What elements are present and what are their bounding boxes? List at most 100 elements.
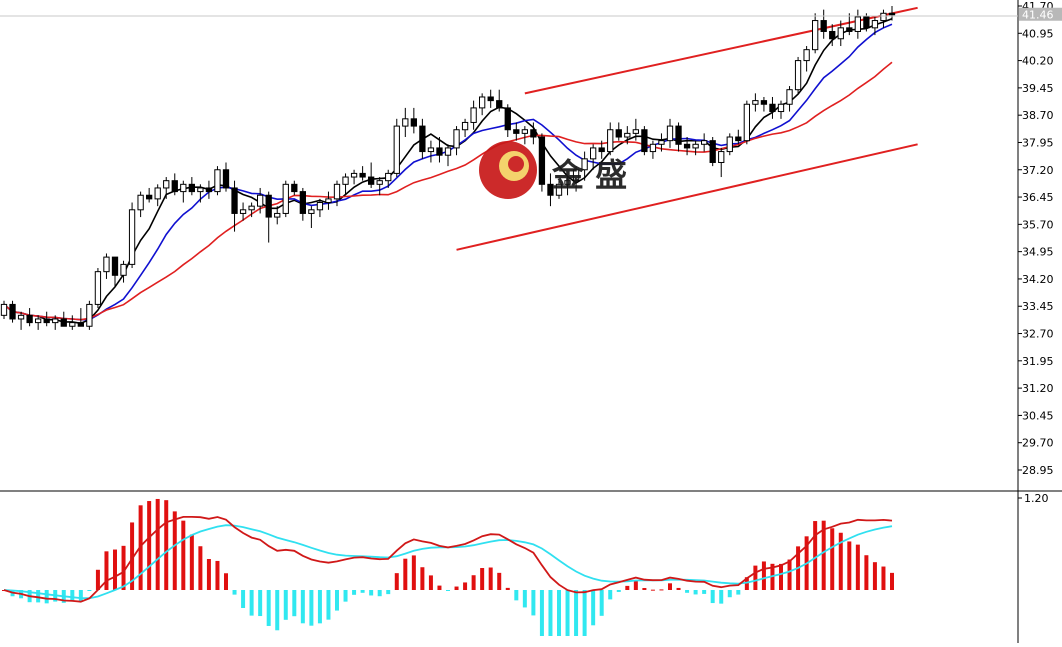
candle	[103, 253, 110, 279]
candle	[325, 191, 332, 210]
macd-hist-bar-pos	[497, 572, 502, 590]
candle	[461, 118, 469, 138]
candle-body-up	[86, 303, 93, 327]
macd-hist-bar-pos	[147, 501, 152, 590]
candle-body-down	[188, 183, 195, 193]
candle-body-up	[274, 212, 281, 218]
candle-body-up	[572, 169, 580, 182]
candle	[402, 107, 409, 138]
macd-hist-bar-pos	[411, 555, 416, 590]
macd-hist-bar-neg	[557, 590, 561, 636]
macd-hist-bar-pos	[463, 582, 468, 590]
trend-line-1	[524, 6, 918, 95]
candle	[333, 180, 341, 207]
macd-line	[3, 516, 893, 603]
logo-text: 金 盛	[551, 156, 627, 194]
candle-body-up	[718, 151, 725, 163]
candle-body-up	[94, 271, 102, 305]
macd-hist-bar-neg	[70, 590, 75, 602]
ma-20-line	[3, 61, 893, 321]
candle-body-down	[735, 136, 742, 142]
candle	[581, 151, 588, 181]
candle-body-up	[777, 103, 785, 113]
candle	[726, 133, 733, 156]
candle	[180, 180, 187, 203]
macd-hist-bar-neg	[446, 590, 450, 591]
candle	[812, 13, 819, 54]
candle-body-up	[871, 20, 879, 29]
macd-hist-bar-neg	[87, 590, 92, 591]
candle-body-down	[222, 169, 230, 189]
candle	[359, 166, 366, 181]
macd-hist-bar-pos	[471, 575, 476, 590]
candle-body-up	[701, 140, 708, 145]
candle-body-up	[649, 143, 657, 153]
macd-hist-bar-pos	[847, 541, 852, 590]
trend-line-2	[456, 143, 918, 251]
candle-body-up	[607, 129, 614, 153]
macd-hist-bar-neg	[292, 590, 297, 617]
macd-hist-bar-pos	[198, 546, 203, 590]
candle	[555, 180, 563, 199]
price-tick-label: 34.95	[1022, 246, 1054, 259]
candle-body-up	[376, 180, 383, 185]
candle-body-down	[829, 30, 836, 40]
candle-body-up	[590, 147, 597, 160]
macd-hist-bar-pos	[821, 520, 826, 590]
price-tick-label: 28.95	[1022, 464, 1054, 477]
macd-hist-bar-neg	[352, 590, 357, 595]
price-tick-label: 36.45	[1022, 191, 1054, 204]
candle	[69, 315, 76, 330]
candle-body-up	[333, 183, 341, 200]
macd-hist-bar-pos	[437, 585, 442, 590]
candle-body-up	[282, 183, 289, 214]
macd-tick-label: 1.20	[1024, 492, 1049, 505]
candle-body-down	[487, 96, 494, 102]
candle-body-up	[325, 198, 332, 204]
candle	[846, 13, 853, 36]
candle	[111, 256, 119, 287]
candle-body-down	[530, 129, 537, 138]
candle	[427, 140, 435, 163]
candle-body-down	[231, 187, 238, 214]
macd-hist-bar-pos	[394, 573, 399, 590]
candle	[9, 300, 16, 323]
candle-body-up	[555, 183, 563, 196]
macd-hist-bar-pos	[676, 587, 681, 590]
macd-hist-bar-neg	[514, 590, 519, 601]
macd-hist-bar-pos	[855, 544, 860, 590]
candle	[376, 177, 383, 196]
macd-hist-bar-pos	[121, 545, 126, 590]
candle	[709, 137, 716, 167]
candle	[299, 187, 306, 221]
candle	[786, 86, 793, 112]
candle-body-up	[794, 60, 802, 91]
candle-body-up	[752, 100, 759, 105]
macd-hist-bar-neg	[591, 590, 596, 626]
candle	[521, 126, 528, 145]
candle	[880, 9, 887, 28]
candle	[607, 122, 614, 156]
macd-hist-bar-pos	[181, 520, 186, 590]
macd-hist-bar-pos	[872, 562, 877, 590]
candle-body-up	[803, 49, 810, 62]
candle	[487, 89, 494, 108]
candle-body-up	[786, 89, 793, 105]
macd-hist-bar-neg	[317, 590, 322, 624]
macd-hist-bar-pos	[505, 587, 510, 590]
candle-body-up	[0, 303, 8, 316]
candle	[854, 9, 861, 39]
macd-hist-bar-pos	[881, 566, 886, 590]
candle	[701, 133, 708, 152]
candle	[26, 308, 33, 327]
macd-hist-bar-pos	[164, 500, 169, 590]
price-tick-label: 32.70	[1022, 328, 1054, 341]
macd-hist-bar-pos	[215, 560, 220, 590]
candle	[564, 177, 571, 196]
macd-hist-bar-pos	[130, 522, 135, 590]
candle	[496, 89, 503, 112]
candle	[470, 100, 477, 130]
price-tick-label: 37.20	[1022, 164, 1054, 177]
